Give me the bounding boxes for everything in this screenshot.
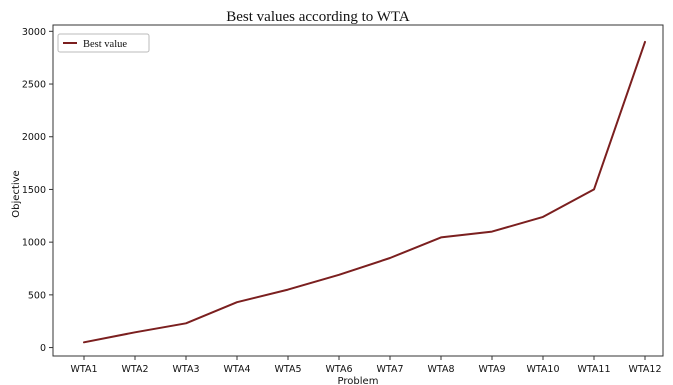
plot-frame <box>52 24 664 357</box>
legend-label: Best value <box>83 39 127 50</box>
y-tick-label: 1500 <box>22 185 46 196</box>
x-tick-label: WTA11 <box>577 364 610 375</box>
x-tick-label: WTA12 <box>628 364 661 375</box>
x-axis-label: Problem <box>338 376 379 385</box>
chart-title: Best values according to WTA <box>226 9 410 25</box>
y-tick-label: 3000 <box>22 27 46 38</box>
x-axis: WTA1 WTA2 WTA3 WTA4 WTA5 WTA6 WTA7 WTA8 WTA9 WTA1… <box>70 356 662 375</box>
y-tick-label: 500 <box>28 290 46 301</box>
x-tick-label: WTA7 <box>376 364 403 375</box>
legend-box <box>57 33 150 53</box>
y-axis-label: Objective <box>11 170 22 217</box>
x-tick-label: WTA9 <box>478 364 505 375</box>
series-line-best-value <box>83 40 646 344</box>
x-tick-label: WTA6 <box>325 364 352 375</box>
y-tick-label: 0 <box>40 343 46 354</box>
x-tick-label: WTA1 <box>70 364 97 375</box>
y-tick-label: 2500 <box>22 80 46 91</box>
series-layer <box>83 40 646 344</box>
x-tick-label: WTA10 <box>526 364 559 375</box>
x-tick-label: WTA4 <box>223 364 250 375</box>
x-tick-label: WTA8 <box>427 364 454 375</box>
x-tick-label: WTA5 <box>274 364 301 375</box>
x-tick-label: WTA3 <box>172 364 199 375</box>
x-tick-label: WTA2 <box>121 364 148 375</box>
legend: Best value <box>57 33 150 53</box>
y-tick-label: 2000 <box>22 132 46 143</box>
y-axis: 0 500 1000 1500 2000 2500 3000 <box>22 27 53 354</box>
y-tick-label: 1000 <box>22 238 46 249</box>
